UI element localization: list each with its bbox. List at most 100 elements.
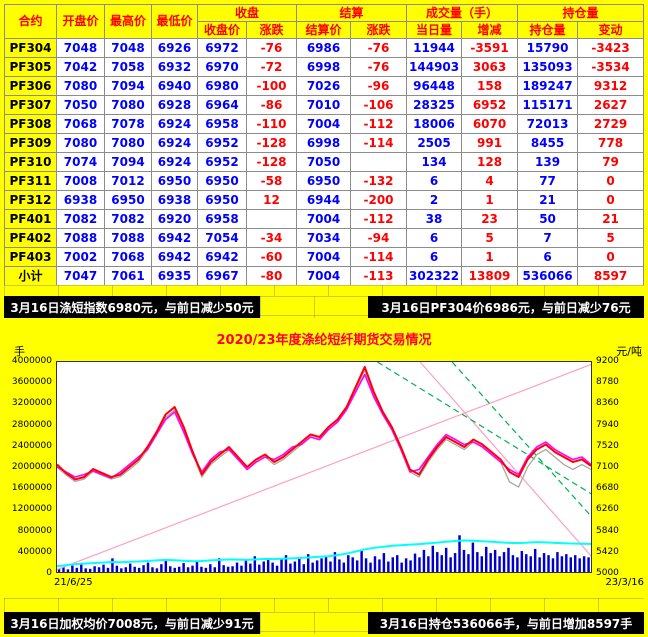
value-cell[interactable]: 778 <box>577 133 645 153</box>
value-cell[interactable]: 6938 <box>56 190 105 210</box>
contract-cell[interactable]: PF309 <box>4 133 57 153</box>
value-cell[interactable]: 6 <box>406 228 463 248</box>
value-cell[interactable]: -76 <box>245 38 298 58</box>
value-cell[interactable]: 7050 <box>56 95 105 115</box>
value-cell[interactable]: -58 <box>245 171 298 191</box>
value-cell[interactable]: 6942 <box>151 247 198 267</box>
header-oi-chg[interactable]: 变动 <box>577 21 645 39</box>
value-cell[interactable]: -80 <box>245 266 298 286</box>
value-cell[interactable]: -114 <box>350 133 408 153</box>
value-cell[interactable]: 6942 <box>151 228 198 248</box>
value-cell[interactable]: 7082 <box>104 209 152 229</box>
value-cell[interactable]: 7082 <box>56 209 105 229</box>
header-close[interactable]: 收盘价 <box>197 21 247 39</box>
value-cell[interactable]: 15790 <box>517 38 579 58</box>
value-cell[interactable]: -3591 <box>461 38 519 58</box>
value-cell[interactable]: -110 <box>245 114 298 134</box>
value-cell[interactable]: 7002 <box>56 247 105 267</box>
value-cell[interactable]: 991 <box>461 133 519 153</box>
value-cell[interactable]: -128 <box>245 133 298 153</box>
value-cell[interactable]: 6958 <box>197 209 247 229</box>
value-cell[interactable]: 6924 <box>151 133 198 153</box>
value-cell[interactable]: 23 <box>461 209 519 229</box>
value-cell[interactable]: 7026 <box>296 76 352 96</box>
value-cell[interactable]: 7080 <box>56 133 105 153</box>
value-cell[interactable]: 128 <box>461 152 519 172</box>
value-cell[interactable]: 0 <box>577 247 645 267</box>
value-cell[interactable]: -112 <box>350 114 408 134</box>
value-cell[interactable]: 8455 <box>517 133 579 153</box>
header-low[interactable]: 最低价 <box>151 4 198 39</box>
value-cell[interactable]: -72 <box>245 57 298 77</box>
value-cell[interactable]: 6938 <box>151 190 198 210</box>
value-cell[interactable]: 7010 <box>296 95 352 115</box>
value-cell[interactable]: 6952 <box>461 95 519 115</box>
value-cell[interactable]: 7068 <box>56 114 105 134</box>
value-cell[interactable]: 6924 <box>151 114 198 134</box>
value-cell[interactable]: -114 <box>350 247 408 267</box>
value-cell[interactable]: -200 <box>350 190 408 210</box>
value-cell[interactable]: 28325 <box>406 95 463 115</box>
value-cell[interactable]: 7080 <box>56 76 105 96</box>
header-open[interactable]: 开盘价 <box>56 4 105 39</box>
value-cell[interactable]: 115171 <box>517 95 579 115</box>
value-cell[interactable]: 5 <box>461 228 519 248</box>
value-cell[interactable]: 7004 <box>296 266 352 286</box>
value-cell[interactable]: 6958 <box>197 114 247 134</box>
header-settle-chg[interactable]: 涨跌 <box>350 21 408 39</box>
value-cell[interactable]: 7088 <box>104 228 152 248</box>
value-cell[interactable]: 50 <box>517 209 579 229</box>
value-cell[interactable]: 72013 <box>517 114 579 134</box>
value-cell[interactable]: 6952 <box>197 152 247 172</box>
value-cell[interactable]: 144903 <box>406 57 463 77</box>
value-cell[interactable]: 79 <box>577 152 645 172</box>
value-cell[interactable]: 38 <box>406 209 463 229</box>
value-cell[interactable]: 7004 <box>296 247 352 267</box>
value-cell[interactable]: -100 <box>245 76 298 96</box>
value-cell[interactable]: 7074 <box>56 152 105 172</box>
value-cell[interactable] <box>245 209 298 229</box>
value-cell[interactable]: -112 <box>350 209 408 229</box>
header-vol-chg[interactable]: 增减 <box>461 21 519 39</box>
value-cell[interactable]: 7034 <box>296 228 352 248</box>
value-cell[interactable]: 6920 <box>151 209 198 229</box>
value-cell[interactable]: -106 <box>350 95 408 115</box>
value-cell[interactable]: -3423 <box>577 38 645 58</box>
value-cell[interactable]: 7 <box>517 228 579 248</box>
value-cell[interactable]: 6967 <box>197 266 247 286</box>
value-cell[interactable]: 189247 <box>517 76 579 96</box>
contract-cell[interactable]: PF402 <box>4 228 57 248</box>
value-cell[interactable]: -128 <box>245 152 298 172</box>
header-settle-group[interactable]: 结算 <box>296 4 408 22</box>
value-cell[interactable] <box>350 152 408 172</box>
value-cell[interactable]: 7094 <box>104 152 152 172</box>
value-cell[interactable]: 536066 <box>517 266 579 286</box>
value-cell[interactable]: 7048 <box>56 38 105 58</box>
value-cell[interactable]: 6 <box>406 247 463 267</box>
value-cell[interactable]: -60 <box>245 247 298 267</box>
value-cell[interactable]: 7061 <box>104 266 152 286</box>
value-cell[interactable]: 302322 <box>406 266 463 286</box>
value-cell[interactable]: 6972 <box>197 38 247 58</box>
value-cell[interactable]: 7080 <box>104 95 152 115</box>
value-cell[interactable]: 7094 <box>104 76 152 96</box>
value-cell[interactable]: 6 <box>517 247 579 267</box>
value-cell[interactable]: 2729 <box>577 114 645 134</box>
value-cell[interactable]: 7054 <box>197 228 247 248</box>
value-cell[interactable]: 77 <box>517 171 579 191</box>
value-cell[interactable]: -76 <box>350 38 408 58</box>
value-cell[interactable]: -132 <box>350 171 408 191</box>
value-cell[interactable]: 6932 <box>151 57 198 77</box>
value-cell[interactable]: 0 <box>577 171 645 191</box>
contract-cell[interactable]: PF401 <box>4 209 57 229</box>
value-cell[interactable]: 12 <box>245 190 298 210</box>
value-cell[interactable]: 0 <box>577 190 645 210</box>
value-cell[interactable]: 96448 <box>406 76 463 96</box>
value-cell[interactable]: 6950 <box>197 171 247 191</box>
contract-cell[interactable]: PF306 <box>4 76 57 96</box>
header-oi[interactable]: 持仓量 <box>517 21 579 39</box>
header-high[interactable]: 最高价 <box>104 4 152 39</box>
contract-cell[interactable]: 小计 <box>4 266 57 286</box>
value-cell[interactable]: 7080 <box>104 133 152 153</box>
value-cell[interactable]: -34 <box>245 228 298 248</box>
